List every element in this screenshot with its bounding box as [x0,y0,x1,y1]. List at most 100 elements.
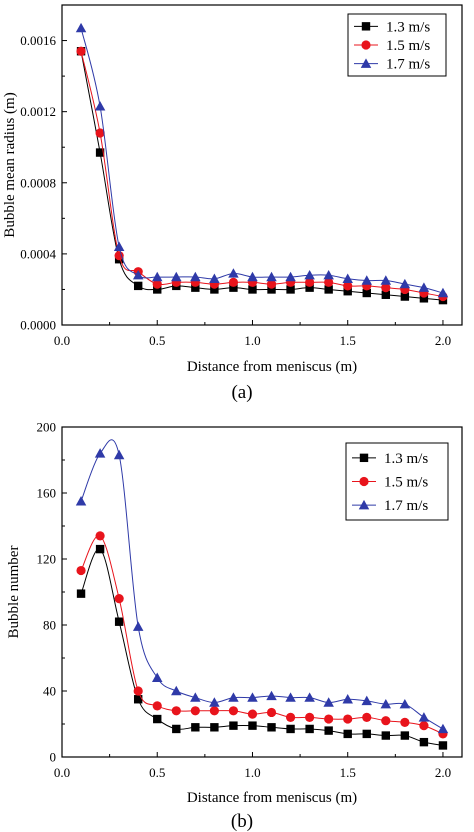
data-point [114,251,124,261]
data-point [114,594,124,604]
legend-label: 1.5 m/s [384,475,428,491]
data-point [343,287,352,296]
data-point [76,565,86,576]
data-point [361,275,373,285]
legend-label: 1.3 m/s [386,19,430,35]
data-point [381,716,391,726]
data-point [152,701,162,711]
data-point [229,283,238,292]
data-point [437,723,449,734]
legend-item: 1.3 m/s [354,19,430,35]
x-axis-label: Distance from meniscus (m) [187,790,357,806]
data-point [132,621,144,631]
y-tick-label: 0.0000 [20,318,56,333]
data-point [399,278,411,289]
x-tick-label: 1.0 [244,765,260,780]
y-tick-label: 0 [50,750,57,765]
data-point [209,273,220,283]
data-point [304,269,315,280]
data-point [247,271,258,282]
data-point [419,737,429,747]
data-point [113,241,125,251]
data-point [342,273,353,283]
y-tick-label: 0.0004 [20,246,56,261]
data-point [304,692,315,702]
data-point [228,706,239,716]
data-point [380,275,392,285]
data-point [95,531,105,541]
data-point [323,697,334,707]
series-line [80,51,444,298]
x-tick-label: 0.0 [54,333,70,348]
x-tick-label: 1.5 [340,333,356,348]
data-point [266,690,277,701]
data-point [95,128,105,138]
data-point [209,697,220,707]
data-point [359,453,369,463]
y-tick-label: 80 [43,618,56,633]
data-point [324,285,333,294]
data-point [419,294,429,303]
data-point [285,712,296,723]
series-1-7-m-s [75,439,449,734]
data-point [171,706,181,716]
data-point [362,729,371,739]
y-axis-label: Bubble mean radius (m) [2,92,18,237]
data-point [248,285,257,294]
y-tick-label: 200 [37,420,57,435]
data-point [359,476,369,487]
x-tick-label: 0.0 [54,765,70,780]
data-point [437,287,449,298]
data-point [419,721,429,731]
data-point [190,692,201,702]
data-point [133,695,143,704]
data-point [305,724,314,734]
data-point [132,269,144,280]
data-point [76,589,86,598]
data-point [343,281,353,291]
data-point [381,731,391,740]
data-point [266,279,277,289]
data-point [247,709,258,719]
data-point [324,726,333,735]
data-point [266,707,277,718]
legend: 1.3 m/s 1.5 m/s 1.7 m/s [345,442,449,521]
data-point [323,269,334,280]
data-point [210,723,219,732]
legend-item: 1.5 m/s [352,475,428,491]
data-point [152,279,162,289]
data-point [190,271,201,282]
x-tick-label: 0.5 [149,765,165,780]
series-line [80,51,443,301]
data-point [267,285,276,294]
data-point [151,672,163,682]
data-point [358,499,370,510]
panel-label: (a) [231,382,252,403]
data-point [153,714,162,724]
data-point [285,692,296,702]
data-point [381,283,391,293]
legend-item: 1.7 m/s [352,498,428,514]
x-tick-label: 2.0 [435,765,451,780]
series-line [80,27,444,294]
x-tick-label: 0.5 [149,333,165,348]
legend-item: 1.3 m/s [352,451,428,467]
data-point [114,617,124,626]
legend: 1.3 m/s 1.5 m/s 1.7 m/s [347,13,447,77]
data-point [380,698,392,709]
data-point [360,58,372,68]
data-point [418,712,430,722]
data-point [171,685,182,696]
x-tick-label: 2.0 [435,333,451,348]
data-point [191,283,200,292]
data-point [400,731,410,740]
data-point [361,40,371,50]
data-point [228,692,239,702]
data-point [305,283,314,292]
data-point [190,706,200,716]
x-tick-label: 1.5 [340,765,356,780]
data-point [267,723,276,732]
x-axis-label: Distance from meniscus (m) [187,359,357,375]
chart-panel-a: 0.0 0.5 1.0 1.5 2.0 0.0000 0.0004 0.0008 0.0012 0… [2,4,463,403]
